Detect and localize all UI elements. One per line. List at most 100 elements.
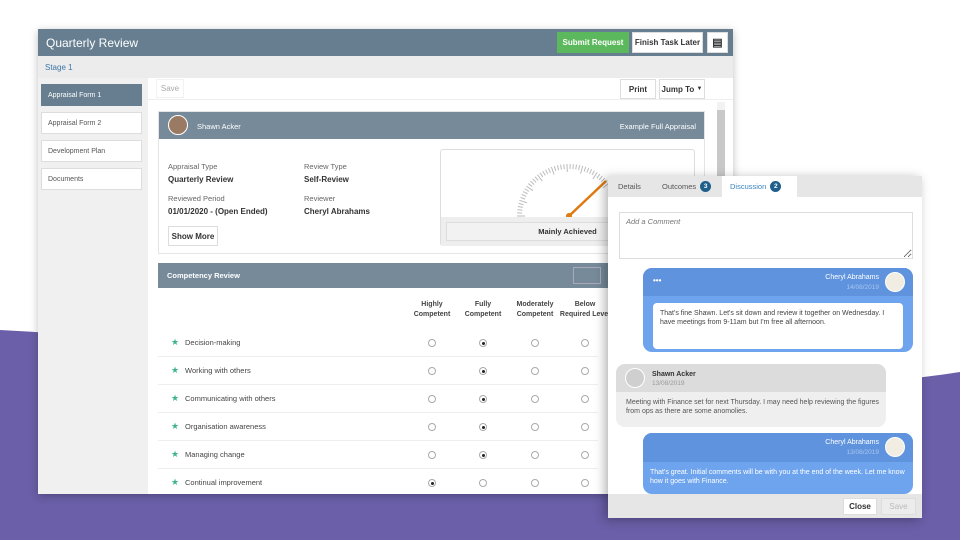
jump-to-label: Jump To	[661, 84, 695, 94]
rating-radio[interactable]	[531, 451, 539, 459]
gauge-tick	[528, 183, 533, 188]
rating-radio[interactable]	[428, 423, 436, 431]
sidebar-item-appraisal-form-2[interactable]: Appraisal Form 2	[41, 112, 142, 134]
rating-radio[interactable]	[428, 395, 436, 403]
gauge-tick	[517, 206, 523, 208]
caret-down-icon: ▼	[696, 86, 703, 92]
sidebar-item-development-plan[interactable]: Development Plan	[41, 140, 142, 162]
gauge-tick	[534, 176, 539, 181]
gauge-tick	[530, 180, 535, 185]
gauge-tick	[539, 172, 544, 178]
rating-radio[interactable]	[531, 339, 539, 347]
shawn-acker-avatar	[625, 368, 645, 388]
message-date: 13/08/2019	[846, 449, 879, 456]
form-name: Example Full Appraisal	[619, 122, 696, 131]
message-bubble: ••• Cheryl Abrahams 14/08/2019 That's fi…	[643, 268, 913, 352]
star-icon: ★	[171, 449, 180, 459]
rating-radio[interactable]	[479, 423, 487, 431]
gauge-tick	[519, 199, 528, 204]
competency-row: ★ Continual improvement	[158, 469, 598, 494]
sidebar: Appraisal Form 1 Appraisal Form 2 Develo…	[38, 78, 148, 494]
message-date: 13/08/2019	[652, 380, 685, 387]
rating-radio[interactable]	[479, 367, 487, 375]
rating-radio[interactable]	[531, 479, 539, 487]
scrollbar-thumb[interactable]	[717, 110, 725, 200]
save-button[interactable]: Save	[156, 79, 184, 98]
competency-name: Continual improvement	[185, 478, 263, 487]
profile-card-header: Shawn Acker Example Full Appraisal	[159, 112, 704, 139]
gauge-tick	[586, 167, 590, 173]
rating-radio[interactable]	[479, 339, 487, 347]
rating-radio[interactable]	[479, 479, 487, 487]
rating-radio[interactable]	[531, 423, 539, 431]
message-header: Cheryl Abrahams 13/08/2019	[643, 433, 913, 462]
star-icon: ★	[171, 337, 180, 347]
notes-icon[interactable]: ▤	[707, 32, 728, 53]
rating-radio[interactable]	[581, 339, 589, 347]
tab-label: Discussion	[730, 182, 767, 191]
gauge-tick	[575, 164, 577, 170]
show-more-button[interactable]: Show More	[168, 226, 218, 246]
gauge-tick	[592, 172, 598, 180]
gauge-tick	[547, 168, 551, 174]
message-text: That's great. Initial comments will be w…	[650, 469, 905, 485]
rating-radio[interactable]	[581, 451, 589, 459]
sidebar-item-documents[interactable]: Documents	[41, 168, 142, 190]
tab-details[interactable]: Details	[610, 176, 649, 197]
appraisal-type-value: Quarterly Review	[168, 175, 234, 184]
competency-name: Communicating with others	[185, 394, 276, 403]
comment-input[interactable]	[619, 212, 913, 259]
gauge-tick	[596, 173, 601, 179]
competency-name: Organisation awareness	[185, 422, 266, 431]
gauge-tick	[583, 166, 587, 172]
tab-label: Details	[618, 182, 641, 191]
star-icon: ★	[171, 393, 180, 403]
competency-row: ★ Working with others	[158, 357, 598, 385]
gauge	[517, 164, 610, 219]
rating-radio[interactable]	[479, 451, 487, 459]
tab-discussion[interactable]: Discussion 2	[722, 176, 797, 197]
jump-to-dropdown[interactable]: Jump To ▼	[659, 79, 705, 99]
rating-radio[interactable]	[428, 451, 436, 459]
rating-radio[interactable]	[531, 367, 539, 375]
rating-radio[interactable]	[581, 423, 589, 431]
finish-task-later-button[interactable]: Finish Task Later	[632, 32, 703, 53]
rating-radio[interactable]	[581, 367, 589, 375]
save-comment-button[interactable]: Save	[881, 498, 916, 515]
toolbar	[148, 78, 733, 100]
rating-radio[interactable]	[581, 395, 589, 403]
close-button[interactable]: Close	[843, 498, 877, 515]
message-date: 14/08/2019	[846, 284, 879, 291]
reviewed-period-label: Reviewed Period	[168, 194, 225, 203]
rating-radio[interactable]	[428, 479, 436, 487]
competency-header-button[interactable]	[573, 267, 601, 284]
gauge-tick	[598, 175, 603, 181]
more-options-icon[interactable]: •••	[653, 276, 662, 285]
gauge-tick	[553, 165, 557, 172]
gauge-tick	[518, 202, 524, 206]
column-header: Fully Competent	[464, 301, 502, 318]
tab-label: Outcomes	[662, 182, 697, 191]
gauge-tick	[560, 164, 562, 170]
tab-outcomes[interactable]: Outcomes 3	[654, 176, 719, 197]
submit-request-button[interactable]: Submit Request	[557, 32, 629, 53]
sidebar-item-appraisal-form-1[interactable]: Appraisal Form 1	[41, 84, 142, 106]
column-header: Highly Competent	[413, 301, 451, 318]
rating-radio[interactable]	[479, 395, 487, 403]
message-edit-box[interactable]: That's fine Shawn. Let's sit down and re…	[653, 303, 903, 349]
rating-radio[interactable]	[581, 479, 589, 487]
appraisal-type-label: Appraisal Type	[168, 162, 218, 171]
rating-radio[interactable]	[531, 395, 539, 403]
gauge-tick	[550, 166, 555, 175]
shawn-acker-avatar	[168, 115, 188, 135]
competency-row: ★ Communicating with others	[158, 385, 598, 413]
print-button[interactable]: Print	[620, 79, 656, 99]
message-bubble: Cheryl Abrahams 13/08/2019 That's great.…	[643, 433, 913, 494]
rating-radio[interactable]	[428, 339, 436, 347]
star-icon: ★	[171, 421, 180, 431]
competency-row: ★ Organisation awareness	[158, 413, 598, 441]
rating-radio[interactable]	[428, 367, 436, 375]
gauge-tick	[591, 170, 595, 176]
competency-row: ★ Managing change	[158, 441, 598, 469]
